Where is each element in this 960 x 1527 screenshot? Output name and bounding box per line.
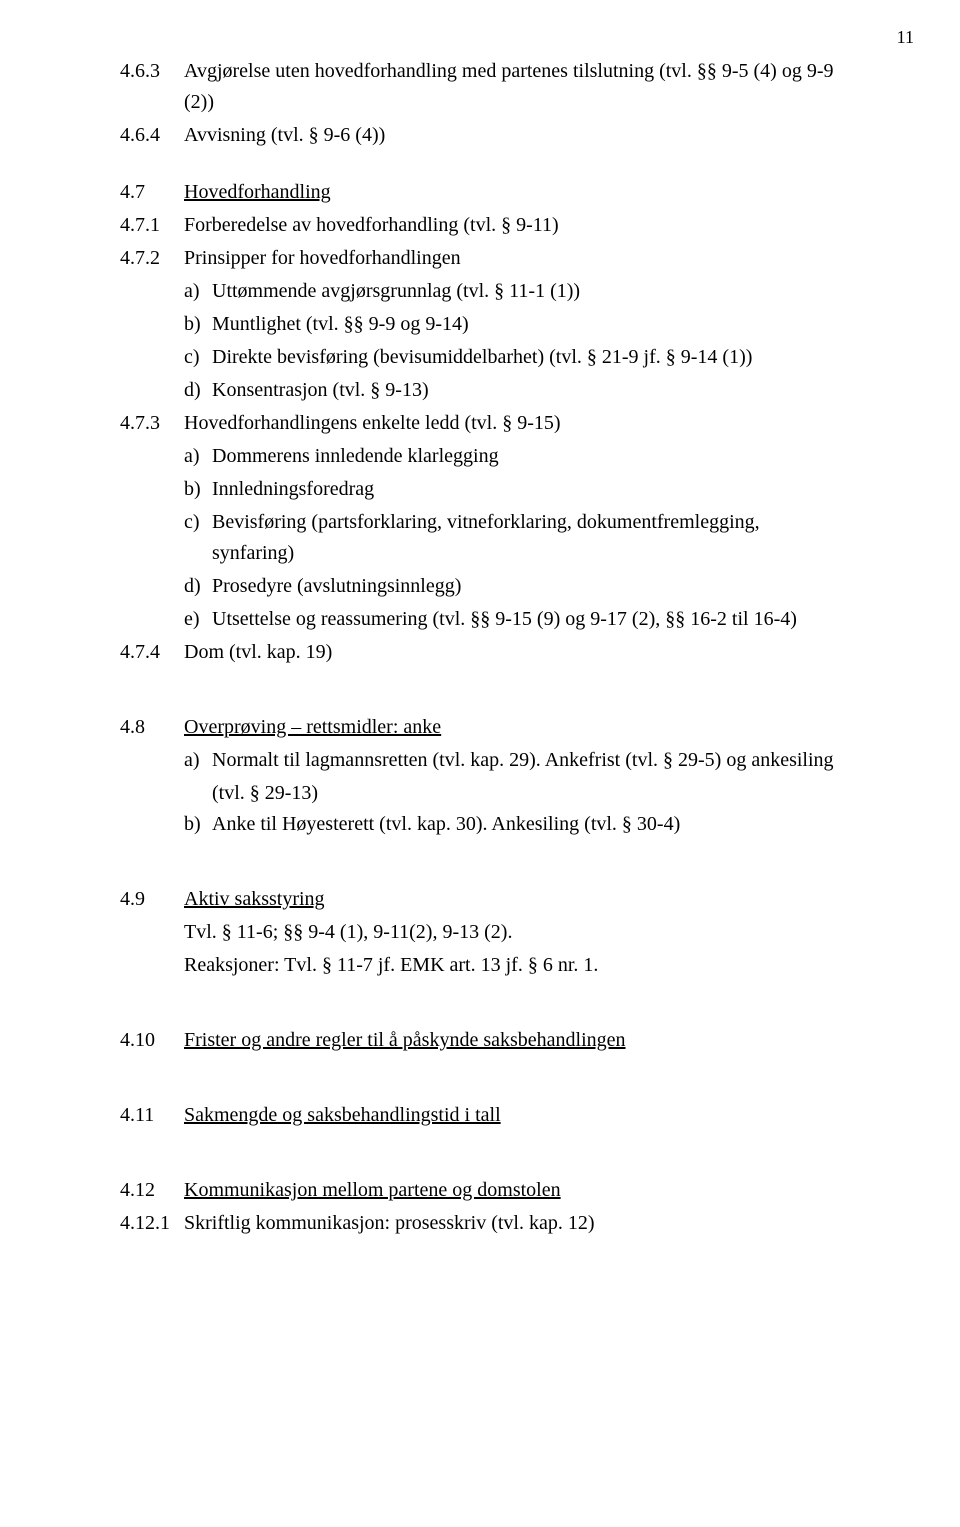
outline-plain: Tvl. § 11-6; §§ 9-4 (1), 9-11(2), 9-13 (… (120, 917, 840, 948)
outline-plain-text: Tvl. § 11-6; §§ 9-4 (1), 9-11(2), 9-13 (… (184, 917, 840, 948)
outline-sub-row: b)Anke til Høyesterett (tvl. kap. 30). A… (184, 809, 840, 840)
vertical-space (120, 842, 840, 884)
outline-item: 4.11Sakmengde og saksbehandlingstid i ta… (120, 1100, 840, 1131)
vertical-space (120, 153, 840, 177)
outline-text: Kommunikasjon mellom partene og domstole… (184, 1175, 840, 1206)
outline-sub-text: Uttømmende avgjørsgrunnlag (tvl. § 11-1 … (212, 276, 840, 307)
vertical-space (120, 1133, 840, 1175)
vertical-space (120, 983, 840, 1025)
outline-sub: b)Anke til Høyesterett (tvl. kap. 30). A… (184, 809, 840, 840)
outline-text: Skriftlig kommunikasjon: prosesskriv (tv… (184, 1208, 840, 1239)
outline-sub-row: d)Konsentrasjon (tvl. § 9-13) (184, 375, 840, 406)
outline-sub-text: Prosedyre (avslutningsinnlegg) (212, 571, 840, 602)
outline-text: Overprøving – rettsmidler: anke (184, 712, 840, 743)
outline-number: 4.6.3 (120, 56, 184, 118)
outline-sub-text: Konsentrasjon (tvl. § 9-13) (212, 375, 840, 406)
outline-text: Sakmengde og saksbehandlingstid i tall (184, 1100, 840, 1131)
outline-number: 4.7 (120, 177, 184, 208)
outline-sub-row: d)Prosedyre (avslutningsinnlegg) (184, 571, 840, 602)
outline-number: 4.8 (120, 712, 184, 743)
outline-sub-text: Muntlighet (tvl. §§ 9-9 og 9-14) (212, 309, 840, 340)
outline-number: 4.7.4 (120, 637, 184, 668)
outline-sub-row: b)Muntlighet (tvl. §§ 9-9 og 9-14) (184, 309, 840, 340)
vertical-space (120, 670, 840, 712)
outline-number: 4.10 (120, 1025, 184, 1056)
outline-item: 4.7.3Hovedforhandlingens enkelte ledd (t… (120, 408, 840, 439)
outline-item: 4.7.4Dom (tvl. kap. 19) (120, 637, 840, 668)
outline-item: 4.7.2Prinsipper for hovedforhandlingen (120, 243, 840, 274)
outline-item: 4.9Aktiv saksstyring (120, 884, 840, 915)
outline-sub-row: a)Normalt til lagmannsretten (tvl. kap. … (184, 745, 840, 776)
outline-text: Frister og andre regler til å påskynde s… (184, 1025, 840, 1056)
outline-text: Hovedforhandling (184, 177, 840, 208)
outline-sub-row: b)Innledningsforedrag (184, 474, 840, 505)
outline-sub-row: a)Dommerens innledende klarlegging (184, 441, 840, 472)
outline-sub: b)Muntlighet (tvl. §§ 9-9 og 9-14) (184, 309, 840, 340)
outline-sub-letter: a) (184, 441, 212, 472)
outline-number: 4.6.4 (120, 120, 184, 151)
outline-text: Dom (tvl. kap. 19) (184, 637, 840, 668)
outline-plain-indent (120, 917, 184, 948)
outline-sub: e)Utsettelse og reassumering (tvl. §§ 9-… (184, 604, 840, 635)
outline-plain-text: Reaksjoner: Tvl. § 11-7 jf. EMK art. 13 … (184, 950, 840, 981)
outline-item: 4.8Overprøving – rettsmidler: anke (120, 712, 840, 743)
outline-number: 4.12.1 (120, 1208, 184, 1239)
outline-sub-letter: e) (184, 604, 212, 635)
document-page: 11 4.6.3Avgjørelse uten hovedforhandling… (0, 0, 960, 1527)
outline-plain: Reaksjoner: Tvl. § 11-7 jf. EMK art. 13 … (120, 950, 840, 981)
outline-sub: a)Normalt til lagmannsretten (tvl. kap. … (184, 745, 840, 776)
outline-number: 4.7.3 (120, 408, 184, 439)
outline-sub-letter: a) (184, 745, 212, 776)
outline-sub-text: Direkte bevisføring (bevisumiddelbarhet)… (212, 342, 840, 373)
outline-item: 4.12.1Skriftlig kommunikasjon: prosesskr… (120, 1208, 840, 1239)
outline-sub-letter: b) (184, 809, 212, 840)
outline-number: 4.7.2 (120, 243, 184, 274)
outline-sub-text: Utsettelse og reassumering (tvl. §§ 9-15… (212, 604, 840, 635)
outline-plain-indent (120, 950, 184, 981)
outline-sub-row: c)Bevisføring (partsforklaring, vitnefor… (184, 507, 840, 569)
outline-text: Avgjørelse uten hovedforhandling med par… (184, 56, 840, 118)
outline-sub: b)Innledningsforedrag (184, 474, 840, 505)
outline-text: Aktiv saksstyring (184, 884, 840, 915)
outline-sub-row: e)Utsettelse og reassumering (tvl. §§ 9-… (184, 604, 840, 635)
outline-sub-letter: c) (184, 342, 212, 373)
outline-sub-text: Normalt til lagmannsretten (tvl. kap. 29… (212, 745, 840, 776)
outline-number: 4.7.1 (120, 210, 184, 241)
outline-item: 4.6.3Avgjørelse uten hovedforhandling me… (120, 56, 840, 118)
outline-sub-text: Anke til Høyesterett (tvl. kap. 30). Ank… (212, 809, 840, 840)
outline-number: 4.11 (120, 1100, 184, 1131)
outline-sub-letter: b) (184, 309, 212, 340)
vertical-space (120, 1058, 840, 1100)
outline-number: 4.12 (120, 1175, 184, 1206)
outline-sub: d)Konsentrasjon (tvl. § 9-13) (184, 375, 840, 406)
outline-sub-letter: d) (184, 375, 212, 406)
outline-number: 4.9 (120, 884, 184, 915)
outline-text: Forberedelse av hovedforhandling (tvl. §… (184, 210, 840, 241)
outline-text: Avvisning (tvl. § 9-6 (4)) (184, 120, 840, 151)
outline-text: Hovedforhandlingens enkelte ledd (tvl. §… (184, 408, 840, 439)
outline-item: 4.10Frister og andre regler til å påskyn… (120, 1025, 840, 1056)
outline-sub-continuation: (tvl. § 29-13) (212, 778, 840, 809)
outline-sub-row: c)Direkte bevisføring (bevisumiddelbarhe… (184, 342, 840, 373)
page-number: 11 (897, 24, 914, 52)
outline-sub-text: Dommerens innledende klarlegging (212, 441, 840, 472)
outline-sub: a)Uttømmende avgjørsgrunnlag (tvl. § 11-… (184, 276, 840, 307)
outline-item: 4.6.4Avvisning (tvl. § 9-6 (4)) (120, 120, 840, 151)
outline-sub-text: Innledningsforedrag (212, 474, 840, 505)
outline-sub-text: Bevisføring (partsforklaring, vitneforkl… (212, 507, 840, 569)
outline-sub: d)Prosedyre (avslutningsinnlegg) (184, 571, 840, 602)
outline-sub-letter: a) (184, 276, 212, 307)
outline-sub-letter: d) (184, 571, 212, 602)
outline-sub: a)Dommerens innledende klarlegging (184, 441, 840, 472)
outline-item: 4.7.1Forberedelse av hovedforhandling (t… (120, 210, 840, 241)
page-content: 4.6.3Avgjørelse uten hovedforhandling me… (120, 56, 840, 1239)
outline-text: Prinsipper for hovedforhandlingen (184, 243, 840, 274)
outline-item: 4.7Hovedforhandling (120, 177, 840, 208)
outline-sub: c)Direkte bevisføring (bevisumiddelbarhe… (184, 342, 840, 373)
outline-item: 4.12Kommunikasjon mellom partene og doms… (120, 1175, 840, 1206)
outline-sub-row: a)Uttømmende avgjørsgrunnlag (tvl. § 11-… (184, 276, 840, 307)
outline-sub: c)Bevisføring (partsforklaring, vitnefor… (184, 507, 840, 569)
outline-sub-letter: c) (184, 507, 212, 569)
outline-sub-letter: b) (184, 474, 212, 505)
